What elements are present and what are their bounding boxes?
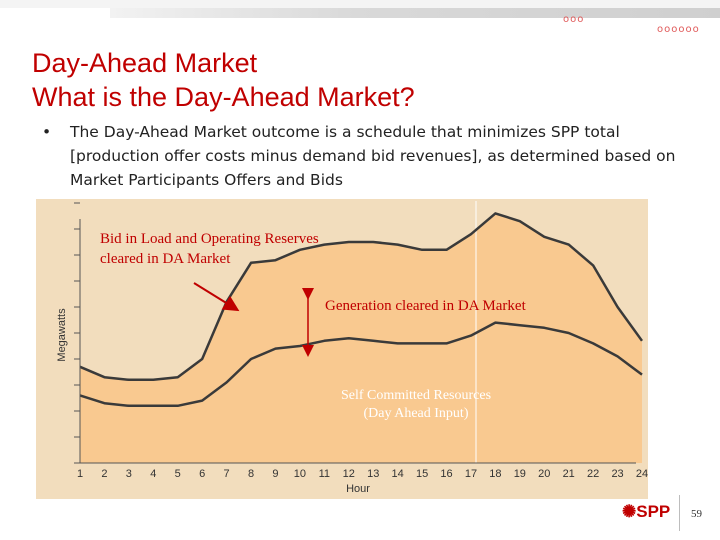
x-tick-label: 4 (150, 468, 156, 480)
x-tick-label: 8 (248, 468, 254, 480)
slide-title-line1: Day-Ahead Market (32, 48, 258, 78)
header-bar-light (0, 0, 720, 8)
x-tick-label: 20 (538, 468, 550, 480)
x-tick-label: 16 (440, 468, 452, 480)
x-axis-label: Hour (346, 483, 370, 495)
x-tick-label: 14 (392, 468, 404, 480)
x-tick-label: 10 (294, 468, 306, 480)
x-tick-label: 21 (563, 468, 575, 480)
x-tick-label: 13 (367, 468, 379, 480)
x-tick-label: 18 (489, 468, 501, 480)
footer-divider (679, 495, 680, 531)
logo-text: SPP (636, 502, 671, 521)
series-line-bid_load (79, 212, 644, 382)
arrow-bid-in-load (193, 282, 240, 312)
chart-container: 1 2 3 4 5 6 7 8 9 10 11 12 13 14 15 16 17 18 19 20 21 22 23 24 … (36, 199, 648, 499)
x-tick-label: 15 (416, 468, 428, 480)
annotation-generation: Generation cleared in DA Market (325, 298, 527, 314)
x-tick-label: 9 (272, 468, 278, 480)
x-tick-label: 17 (465, 468, 477, 480)
decor-circles-top: ooo (563, 14, 585, 25)
decor-circles-right: oooooo (657, 24, 700, 35)
y-axis-label: Megawatts (56, 308, 68, 362)
x-tick-label: 6 (199, 468, 205, 480)
x-tick-label: 5 (175, 468, 181, 480)
x-tick-label: 24 (636, 468, 648, 480)
bullet-text: The Day-Ahead Market outcome is a schedu… (70, 123, 676, 189)
annotation-self-committed-line2: (Day Ahead Input) (364, 406, 469, 421)
x-tick-label: 12 (343, 468, 355, 480)
spp-logo: ✺SPP (622, 502, 670, 522)
x-tick-label: 1 (77, 468, 83, 480)
annotation-bid-in-load-line2: cleared in DA Market (100, 251, 231, 267)
x-tick-label: 23 (611, 468, 623, 480)
bullet-item: • The Day-Ahead Market outcome is a sche… (42, 120, 692, 192)
bullet-dot: • (42, 123, 52, 141)
slide-title: Day-Ahead Market What is the Day-Ahead M… (32, 46, 415, 114)
x-tick-label: 7 (224, 468, 230, 480)
logo-swirl-icon: ✺ (622, 502, 637, 521)
x-tick-label: 19 (514, 468, 526, 480)
area-fill-bid_load (80, 213, 642, 463)
annotation-self-committed-line1: Self Committed Resources (341, 388, 491, 403)
x-tick-label: 22 (587, 468, 599, 480)
x-tick-label: 3 (126, 468, 132, 480)
x-tick-label: 2 (101, 468, 107, 480)
page-number: 59 (691, 508, 702, 520)
header-bar-gradient (110, 8, 720, 18)
series-line-generation (79, 321, 643, 408)
area-chart: 1 2 3 4 5 6 7 8 9 10 11 12 13 14 15 16 17 18 19 20 21 22 23 24 … (36, 199, 648, 499)
x-tick-label: 11 (319, 468, 330, 480)
annotation-bid-in-load-line1: Bid in Load and Operating Reserves (100, 231, 319, 247)
slide-title-line2: What is the Day-Ahead Market? (32, 82, 415, 112)
